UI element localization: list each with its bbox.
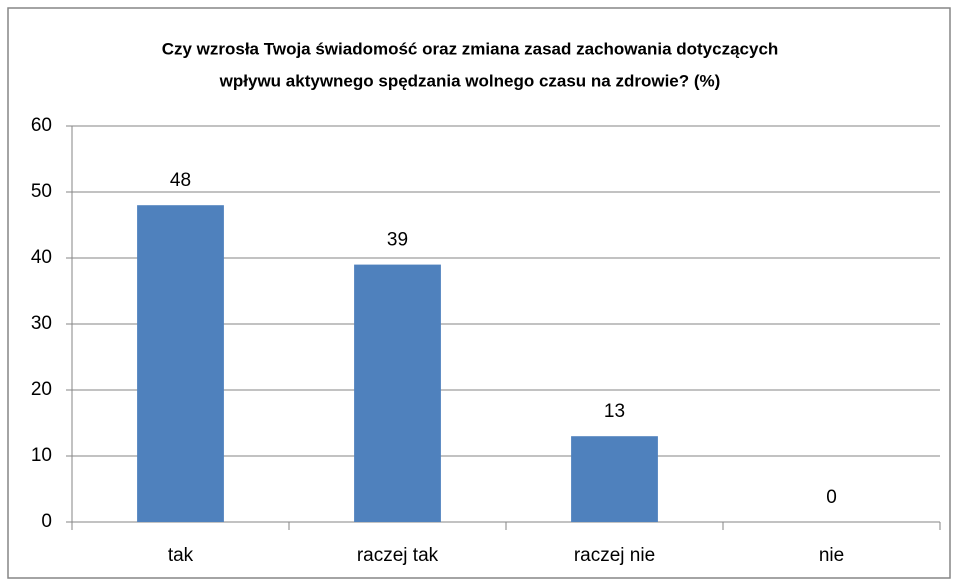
- x-tick-label: nie: [819, 545, 844, 566]
- data-label: 13: [604, 401, 625, 422]
- x-tick-label: raczej nie: [574, 545, 655, 566]
- y-tick-label: 50: [31, 181, 52, 202]
- y-tick-label: 0: [41, 511, 52, 532]
- bar: [354, 264, 441, 522]
- chart-title: wpływu aktywnego spędzania wolnego czasu…: [219, 71, 721, 90]
- bar: [137, 205, 224, 522]
- y-tick-label: 10: [31, 445, 52, 466]
- chart-title: Czy wzrosła Twoja świadomość oraz zmiana…: [162, 39, 779, 58]
- y-tick-label: 60: [31, 115, 52, 136]
- data-label: 48: [170, 170, 191, 191]
- x-tick-label: tak: [168, 545, 194, 566]
- data-label: 39: [387, 230, 408, 251]
- y-tick-label: 40: [31, 247, 52, 268]
- x-tick-label: raczej tak: [357, 545, 439, 566]
- data-label: 0: [826, 487, 837, 508]
- y-tick-label: 30: [31, 313, 52, 334]
- bar: [571, 436, 658, 522]
- y-tick-label: 20: [31, 379, 52, 400]
